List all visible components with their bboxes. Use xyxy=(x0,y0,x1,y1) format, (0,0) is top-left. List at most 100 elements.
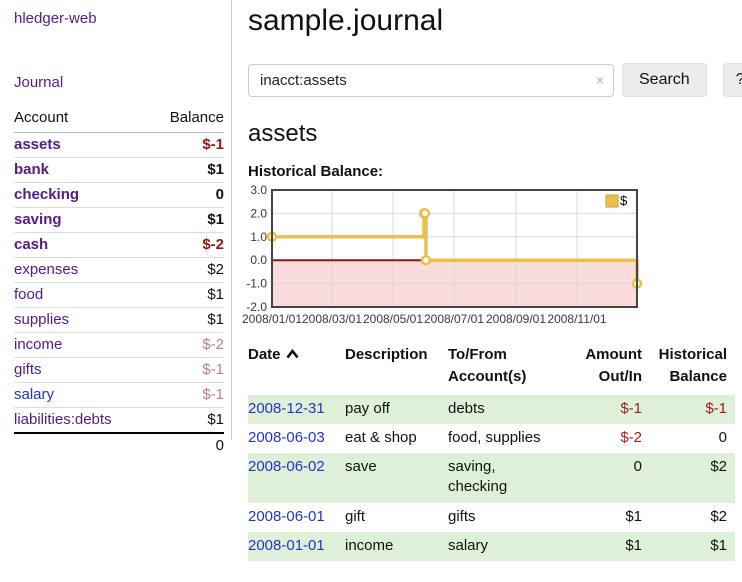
account-balance: $-2 xyxy=(148,232,224,258)
x-axis-tick-label: 2008/11/01 xyxy=(547,312,606,326)
legend-swatch xyxy=(605,194,619,208)
account-balance: 0 xyxy=(148,182,224,208)
account-link-expenses[interactable]: expenses xyxy=(14,261,79,278)
account-link-salary[interactable]: salary xyxy=(14,386,55,403)
transaction-amount: $-2 xyxy=(620,428,642,446)
account-row: food $1 xyxy=(14,282,224,308)
transaction-description: gift xyxy=(345,507,366,525)
register-header-label: Historical xyxy=(658,346,727,363)
register-header-amount: Amount Out/In xyxy=(558,344,650,395)
accounts-header-account: Account xyxy=(14,107,149,133)
account-row: expenses $2 xyxy=(14,257,224,283)
register-header-date[interactable]: Date xyxy=(248,344,345,395)
y-axis-tick-label: -2.0 xyxy=(246,300,267,314)
account-row: checking 0 xyxy=(14,182,224,208)
account-link-cash[interactable]: cash xyxy=(14,236,49,253)
transaction-date-link[interactable]: 2008-06-02 xyxy=(248,458,325,475)
register-header-label: Account(s) xyxy=(448,367,527,385)
account-link-income[interactable]: income xyxy=(14,336,63,353)
register-row: 2008-06-01 gift gifts $1 $2 xyxy=(248,503,735,532)
account-balance: $1 xyxy=(148,207,224,233)
transaction-accounts: debts xyxy=(448,399,485,417)
register-row: 2008-12-31 pay off debts $-1 $-1 xyxy=(248,394,735,424)
search-box: × xyxy=(248,63,614,97)
y-axis-tick-label: 0.0 xyxy=(250,253,267,267)
accounts-header-row: Account Balance xyxy=(14,107,224,133)
account-row: saving $1 xyxy=(14,207,224,233)
account-row: bank $1 xyxy=(14,157,224,183)
chart-data-point xyxy=(419,208,431,219)
register-row: 2008-06-02 save saving, checking 0 $2 xyxy=(248,453,735,503)
sort-ascending-icon xyxy=(285,349,299,359)
transaction-balance: $2 xyxy=(710,458,727,475)
sidebar-divider xyxy=(231,0,232,440)
app-root: hledger-web Journal Account Balance asse… xyxy=(0,0,742,561)
transaction-date-link[interactable]: 2008-01-01 xyxy=(248,536,325,554)
account-balance: $1 xyxy=(148,282,224,308)
register-header-label: Date xyxy=(248,346,281,363)
transaction-amount: $-1 xyxy=(620,399,642,417)
y-axis-tick-label: 3.0 xyxy=(250,183,267,197)
transaction-description: save xyxy=(345,458,377,475)
account-link-checking[interactable]: checking xyxy=(14,186,80,203)
help-button[interactable]: ? xyxy=(722,63,742,97)
account-link-liabilities-debts[interactable]: liabilities:debts xyxy=(14,411,112,428)
register-row: 2008-01-01 income salary $1 $1 xyxy=(248,531,735,561)
accounts-table: Account Balance assets $-1 bank $1 checking 0… xyxy=(14,107,224,458)
account-row: liabilities:debts $1 xyxy=(14,407,224,434)
transaction-date-link[interactable]: 2008-12-31 xyxy=(248,399,325,417)
account-row: salary $-1 xyxy=(14,382,224,408)
chart-data-point xyxy=(420,254,432,266)
historical-balance-chart[interactable]: $3.0 2.0 1.0 0.0 -1.0 -2.0 2008/01/01 2008/03/0… xyxy=(242,183,648,329)
account-link-saving[interactable]: saving xyxy=(14,211,62,228)
search-button[interactable]: Search xyxy=(622,63,707,97)
transaction-balance: 0 xyxy=(718,428,727,446)
account-link-gifts[interactable]: gifts xyxy=(14,361,42,378)
sidebar-item-journal[interactable]: Journal xyxy=(14,74,64,91)
transaction-accounts: food, supplies xyxy=(448,428,541,446)
search-input[interactable] xyxy=(248,63,614,97)
account-link-assets[interactable]: assets xyxy=(14,136,61,153)
account-balance: $1 xyxy=(148,307,224,333)
account-link-supplies[interactable]: supplies xyxy=(14,311,70,328)
x-axis-tick-label: 2008/09/01 xyxy=(486,312,546,326)
account-balance: $-1 xyxy=(148,382,224,408)
x-axis-tick-label: 2008/07/01 xyxy=(424,312,484,326)
y-axis-tick-label: 1.0 xyxy=(250,230,267,244)
account-link-food[interactable]: food xyxy=(14,286,44,303)
register-header-row: Date Description To/From Account(s) Amount Ou… xyxy=(248,344,735,395)
transaction-accounts: saving, checking xyxy=(448,458,508,496)
transaction-amount: $1 xyxy=(625,507,642,525)
account-balance: $-1 xyxy=(148,132,224,158)
account-heading: assets xyxy=(248,120,318,147)
register-header-label: Out/In xyxy=(598,367,642,385)
clear-search-icon[interactable]: × xyxy=(595,71,604,88)
register-table: Date Description To/From Account(s) Amount Ou… xyxy=(248,344,735,561)
transaction-accounts: gifts xyxy=(448,507,476,525)
accounts-header-balance: Balance xyxy=(148,107,224,133)
register-header-label: To/From xyxy=(448,346,507,363)
sidebar: hledger-web Journal Account Balance asse… xyxy=(0,0,232,561)
register-row: 2008-06-03 eat & shop food, supplies $-2 0 xyxy=(248,424,735,453)
accounts-total-row: 0 xyxy=(14,432,224,458)
account-balance: $1 xyxy=(148,407,224,434)
account-row: assets $-1 xyxy=(14,132,224,158)
transaction-description: eat & shop xyxy=(345,428,417,446)
y-axis-tick-label: -1.0 xyxy=(246,277,267,291)
transaction-date-link[interactable]: 2008-06-01 xyxy=(248,507,325,525)
account-balance: $2 xyxy=(148,257,224,283)
transaction-description: pay off xyxy=(345,399,390,417)
account-row: income $-2 xyxy=(14,332,224,358)
chart-border xyxy=(271,189,638,308)
transaction-balance: $-1 xyxy=(705,399,727,417)
register-header-label: Description xyxy=(345,346,428,363)
x-axis-tick-label: 2008/05/01 xyxy=(363,312,423,326)
account-link-bank[interactable]: bank xyxy=(14,161,50,178)
chart-title: Historical Balance: xyxy=(248,163,384,180)
account-balance: $1 xyxy=(148,157,224,183)
register-header-label: Amount xyxy=(585,346,642,363)
transaction-accounts: salary xyxy=(448,536,489,554)
app-title-link[interactable]: hledger-web xyxy=(14,10,97,27)
account-balance: $-1 xyxy=(148,357,224,383)
transaction-date-link[interactable]: 2008-06-03 xyxy=(248,428,325,446)
